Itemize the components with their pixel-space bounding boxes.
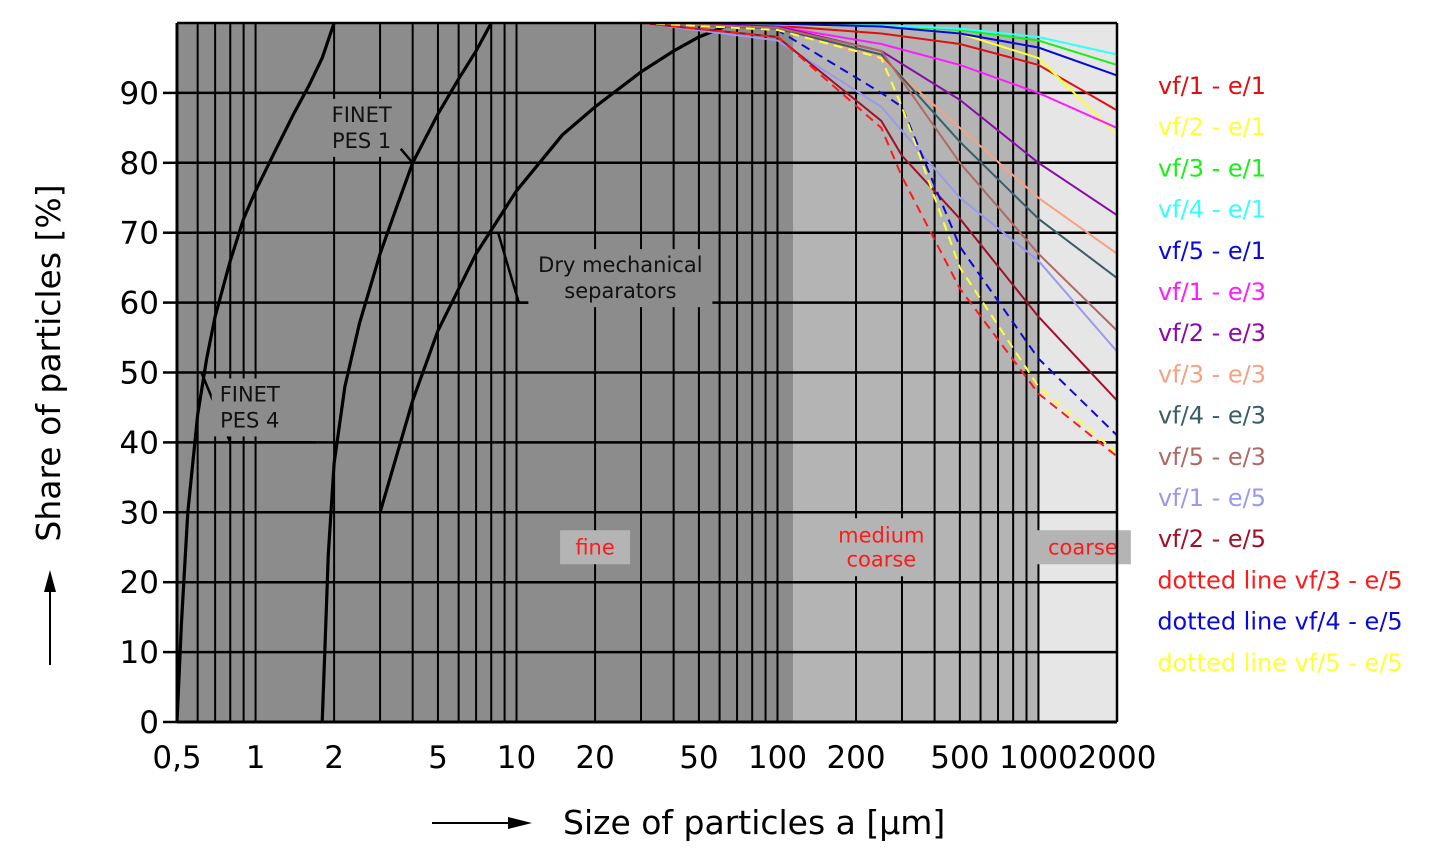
legend-item: vf/2 - e/5 — [1158, 525, 1266, 553]
x-tick-label: 100 — [748, 740, 807, 776]
legend: vf/1 - e/1 vf/2 - e/1 vf/3 - e/1 vf/4 - e/1… — [1157, 72, 1402, 677]
x-tick-label: 50 — [679, 740, 718, 776]
legend-item: dotted line vf/4 - e/5 — [1157, 608, 1402, 636]
legend-item: vf/2 - e/1 — [1158, 113, 1266, 141]
legend-item: vf/4 - e/1 — [1158, 196, 1266, 224]
y-tick-label: 40 — [120, 425, 159, 461]
y-tick-label: 60 — [120, 286, 159, 322]
series-vf-5-e-3 — [640, 22, 1118, 332]
curve-finet-pes-1 — [320, 22, 493, 723]
legend-item: vf/1 - e/3 — [1158, 278, 1266, 306]
leader-line — [200, 372, 316, 444]
y-tick-label: 80 — [120, 146, 159, 182]
y-axis-arrow — [44, 570, 56, 665]
curve-label-text: FINET — [220, 382, 280, 406]
curve-label-box — [323, 98, 400, 157]
region-label-box — [1034, 530, 1131, 565]
legend-item: vf/1 - e/5 — [1158, 484, 1266, 512]
region-label-box — [560, 530, 631, 565]
curve-label-text: separators — [564, 279, 676, 303]
legend-item: dotted line vf/5 - e/5 — [1157, 649, 1402, 677]
y-axis-title: Share of particles [%] — [29, 184, 68, 541]
series-dotted-line-vf-3-e-5 — [640, 22, 1118, 458]
curve-label-text: PES 1 — [332, 129, 391, 153]
y-tick-label: 90 — [120, 76, 159, 112]
x-tick-label: 2000 — [1078, 740, 1157, 776]
curve-label-box — [211, 378, 288, 437]
region-label-text: medium — [838, 523, 924, 547]
y-tick-label: 30 — [120, 495, 159, 531]
x-tick-label: 200 — [826, 740, 885, 776]
legend-item: vf/1 - e/1 — [1158, 72, 1266, 100]
x-tick-label: 1000 — [999, 740, 1078, 776]
x-tick-label: 2 — [324, 740, 344, 776]
curve-finet-pes-4 — [175, 22, 336, 723]
separator-envelope-curves — [175, 22, 726, 723]
legend-item: vf/3 - e/3 — [1158, 360, 1266, 388]
x-axis-arrow — [432, 817, 532, 829]
curve-label-text: Dry mechanical — [538, 253, 702, 277]
legend-item: vf/2 - e/3 — [1158, 319, 1266, 347]
legend-item: vf/5 - e/1 — [1158, 237, 1266, 265]
legend-item: vf/5 - e/3 — [1158, 443, 1266, 471]
x-tick-label: 5 — [428, 740, 448, 776]
x-axis-title: Size of particles a [μm] — [563, 803, 945, 842]
data-series — [640, 22, 1118, 458]
tick-labels: 0,5 1 2 5 10 20 50 100 200 500 1000 2000 0 10 20 30 40 50… — [120, 76, 1157, 776]
grid-lines — [177, 23, 1117, 724]
region-label-box — [833, 518, 930, 577]
legend-item: dotted line vf/3 - e/5 — [1157, 566, 1402, 594]
region-label-text: fine — [575, 535, 614, 559]
curve-label-text: FINET — [332, 103, 392, 127]
legend-item: vf/4 - e/3 — [1158, 402, 1266, 430]
y-tick-label: 0 — [139, 705, 159, 741]
y-tick-label: 70 — [120, 216, 159, 252]
series-dotted-line-vf-5-e-5 — [640, 22, 1118, 454]
curve-label-box — [528, 249, 713, 308]
x-tick-label: 20 — [575, 740, 614, 776]
curve-dry-mechanical-separators — [378, 25, 726, 513]
x-tick-label: 0,5 — [152, 740, 201, 776]
leader-line — [399, 147, 414, 164]
curve-label-text: PES 4 — [220, 408, 279, 432]
region-label-text: coarse — [1048, 535, 1118, 559]
axes — [163, 21, 1119, 724]
x-tick-label: 10 — [497, 740, 536, 776]
y-tick-label: 20 — [120, 565, 159, 601]
y-tick-label: 10 — [120, 635, 159, 671]
legend-item: vf/3 - e/1 — [1158, 154, 1266, 182]
series-vf-2-e-3 — [640, 22, 1118, 217]
x-tick-label: 1 — [246, 740, 266, 776]
region-label-text: coarse — [846, 547, 916, 571]
x-tick-label: 500 — [930, 740, 989, 776]
y-tick-label: 50 — [120, 356, 159, 392]
